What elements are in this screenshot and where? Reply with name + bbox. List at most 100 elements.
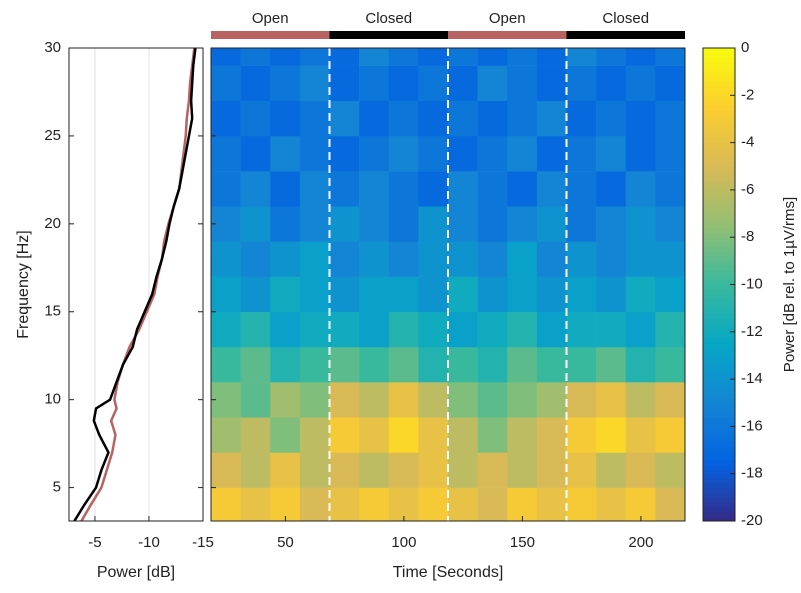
heat-cell — [270, 241, 301, 277]
y-tick-label: 5 — [53, 479, 61, 496]
colorbar-swatch — [703, 393, 735, 399]
colorbar-swatch — [703, 81, 735, 87]
colorbar-swatch — [703, 223, 735, 229]
y-tick-label: 20 — [44, 215, 61, 232]
heat-cell — [596, 48, 627, 66]
colorbar-swatch — [703, 71, 735, 77]
heat-cell — [566, 487, 597, 522]
y-tick-label: 10 — [44, 391, 61, 408]
colorbar-swatch — [703, 317, 735, 323]
heat-cell — [359, 487, 390, 522]
heat-cell — [329, 135, 360, 172]
heat-cell — [448, 241, 478, 277]
heat-cell — [329, 276, 360, 313]
heat-cell — [388, 382, 419, 418]
heat-cell — [418, 241, 449, 277]
heat-cell — [625, 65, 656, 102]
heat-cell — [566, 346, 597, 383]
heat-cell — [299, 206, 330, 242]
heat-cell — [359, 100, 390, 137]
heat-cell — [299, 241, 330, 277]
heat-cell — [418, 65, 449, 102]
heat-cell — [448, 382, 478, 418]
heat-cell — [625, 487, 656, 522]
heat-cell — [299, 452, 330, 488]
colorbar-swatch — [703, 161, 735, 167]
colorbar-swatch — [703, 421, 735, 427]
heat-cell — [625, 48, 656, 66]
heat-cell — [536, 206, 567, 242]
colorbar-swatch — [703, 336, 735, 342]
heat-cell — [655, 171, 686, 207]
heat-cell — [536, 171, 567, 207]
colorbar-swatch — [703, 374, 735, 380]
colorbar-swatch — [703, 454, 735, 461]
heat-cell — [507, 382, 538, 418]
heat-cell — [566, 100, 597, 137]
heat-cell — [240, 487, 271, 522]
heat-cell — [329, 171, 360, 207]
heat-cell — [270, 48, 301, 66]
heat-cell — [299, 346, 330, 383]
colorbar-swatch — [703, 412, 735, 418]
colorbar-swatch — [703, 426, 735, 432]
colorbar-swatch — [703, 114, 735, 120]
heat-cell — [359, 311, 390, 348]
heat-cell — [655, 241, 686, 277]
colorbar-swatch — [703, 502, 735, 508]
colorbar-swatch — [703, 152, 735, 158]
heat-cell — [477, 135, 508, 172]
heat-cell — [507, 311, 538, 348]
colorbar-swatch — [703, 142, 735, 148]
heat-cell — [596, 135, 627, 172]
heat-cell — [329, 206, 360, 242]
heat-cell — [388, 346, 419, 383]
colorbar-swatch — [703, 464, 735, 470]
heat-cell — [270, 100, 301, 137]
heat-cell — [388, 48, 419, 66]
heat-cell — [240, 65, 271, 102]
colorbar-swatch — [703, 279, 735, 285]
colorbar-swatch — [703, 341, 735, 347]
heat-cell — [329, 100, 360, 137]
heat-cell — [329, 452, 360, 488]
heat-cell — [448, 346, 478, 383]
heat-cell — [270, 65, 301, 102]
heat-cell — [211, 276, 241, 313]
heat-cell — [418, 48, 449, 66]
heat-cell — [596, 346, 627, 383]
heat-cell — [359, 135, 390, 172]
heat-cell — [329, 311, 360, 348]
heat-cell — [359, 452, 390, 488]
colorbar-swatch — [703, 156, 735, 163]
state-bar — [329, 31, 448, 39]
colorbar-swatch — [703, 293, 735, 300]
heat-cell — [477, 48, 508, 66]
colorbar-swatch — [703, 85, 735, 92]
heat-cell — [299, 417, 330, 453]
heat-cell — [448, 487, 478, 522]
heat-cell — [596, 206, 627, 242]
heat-cell — [596, 241, 627, 277]
colorbar-swatch — [703, 497, 735, 503]
heat-cell — [566, 206, 597, 242]
colorbar-swatch — [703, 416, 735, 423]
heat-cell — [448, 135, 478, 172]
heat-cell — [299, 276, 330, 313]
heat-cell — [359, 346, 390, 383]
heat-cell — [655, 100, 686, 137]
heat-cell — [536, 382, 567, 418]
heat-cell — [388, 311, 419, 348]
colorbar-tick-label: 0 — [741, 39, 749, 56]
heat-cell — [507, 452, 538, 488]
heat-cell — [655, 48, 686, 66]
heat-cell — [536, 135, 567, 172]
colorbar-swatch — [703, 194, 735, 200]
colorbar-swatch — [703, 218, 735, 224]
heat-cell — [359, 276, 390, 313]
colorbar-swatch — [703, 180, 735, 186]
x-tick-label: 50 — [277, 534, 294, 551]
heat-cell — [240, 135, 271, 172]
colorbar-box — [702, 47, 736, 522]
colorbar-swatch — [703, 487, 735, 494]
